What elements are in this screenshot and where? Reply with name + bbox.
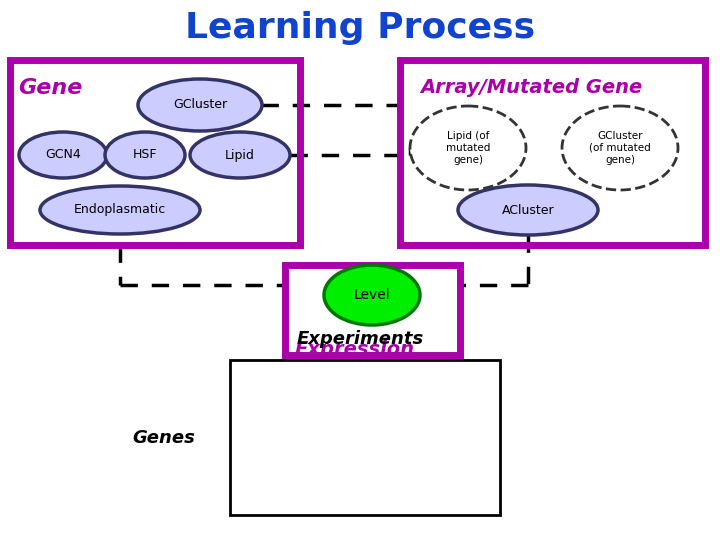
Text: Expression: Expression	[295, 340, 415, 359]
Text: Gene: Gene	[18, 78, 82, 98]
Bar	[285, 265, 460, 355]
Ellipse shape	[19, 132, 107, 178]
Text: Array/Mutated Gene: Array/Mutated Gene	[420, 78, 642, 97]
Ellipse shape	[410, 106, 526, 190]
Ellipse shape	[40, 186, 200, 234]
Text: Lipid (of
mutated
gene): Lipid (of mutated gene)	[446, 131, 490, 165]
Text: Endoplasmatic: Endoplasmatic	[74, 204, 166, 217]
Text: Level: Level	[354, 288, 390, 302]
Ellipse shape	[458, 185, 598, 235]
Text: GCluster: GCluster	[173, 98, 227, 111]
Text: Learning Process: Learning Process	[185, 11, 535, 45]
Text: HSF: HSF	[132, 148, 157, 161]
Bar	[10, 60, 300, 245]
Text: Experiments: Experiments	[297, 330, 423, 348]
Bar	[230, 360, 500, 515]
Ellipse shape	[105, 132, 185, 178]
Text: GCluster
(of mutated
gene): GCluster (of mutated gene)	[589, 131, 651, 165]
Ellipse shape	[324, 265, 420, 325]
Text: GCN4: GCN4	[45, 148, 81, 161]
Ellipse shape	[562, 106, 678, 190]
Text: Genes: Genes	[132, 429, 195, 447]
Text: Lipid: Lipid	[225, 148, 255, 161]
Ellipse shape	[190, 132, 290, 178]
Text: ACluster: ACluster	[502, 204, 554, 217]
Ellipse shape	[138, 79, 262, 131]
Bar	[400, 60, 705, 245]
